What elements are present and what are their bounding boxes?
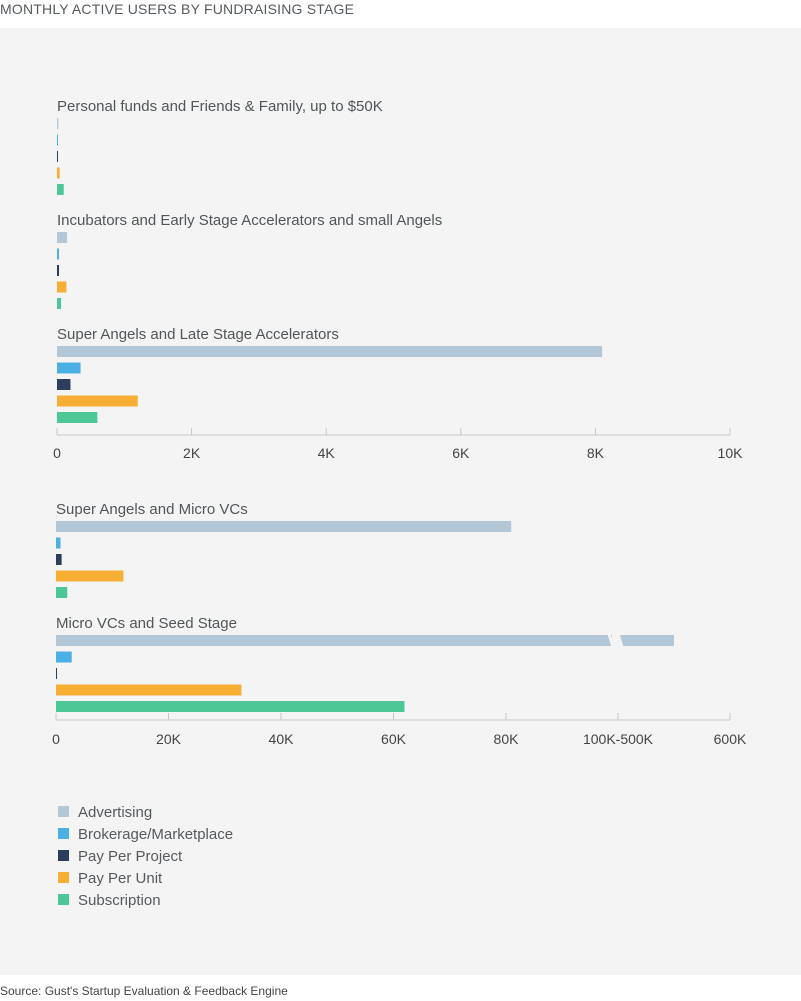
x-tick-label: 2K (183, 445, 201, 461)
legend-swatch (58, 806, 69, 817)
bar-pay-per-unit (56, 570, 124, 582)
x-tick-label: 4K (318, 445, 336, 461)
legend-swatch (58, 828, 69, 839)
x-tick-label: 80K (494, 731, 520, 747)
bar-advertising (57, 232, 68, 243)
bar-pay-per-project (57, 265, 60, 276)
group-label: Personal funds and Friends & Family, up … (57, 98, 383, 115)
chart-panel (0, 28, 801, 975)
axis-break-mark (616, 633, 624, 648)
x-tick-label: 0 (53, 445, 61, 461)
bar-pay-per-project (57, 151, 58, 162)
group-label: Super Angels and Late Stage Accelerators (57, 326, 339, 343)
legend-label: Subscription (78, 892, 161, 909)
x-tick-label: 600K (714, 731, 747, 747)
bar-pay-per-unit (57, 167, 60, 179)
x-tick-label: 100K-500K (583, 731, 654, 747)
x-tick-label: 0 (52, 731, 60, 747)
source-note: Source: Gust's Startup Evaluation & Feed… (0, 984, 288, 998)
bar-advertising (57, 118, 59, 129)
x-tick-label: 8K (587, 445, 605, 461)
x-tick-label: 6K (452, 445, 470, 461)
group-label: Incubators and Early Stage Accelerators … (57, 212, 442, 229)
group-label: Micro VCs and Seed Stage (56, 615, 237, 632)
bar-brokerage-marketplace (57, 362, 81, 374)
bar-advertising (56, 635, 612, 646)
bar-pay-per-unit (57, 395, 138, 407)
bar-subscription (57, 412, 98, 423)
x-tick-label: 10K (718, 445, 744, 461)
bar-pay-per-project (56, 554, 62, 565)
legend-swatch (58, 894, 69, 905)
chart-title: MONTHLY ACTIVE USERS BY FUNDRAISING STAG… (0, 1, 355, 17)
group-label: Super Angels and Micro VCs (56, 501, 248, 518)
bar-pay-per-unit (56, 684, 242, 696)
bar-pay-per-project (57, 379, 71, 390)
bar-pay-per-unit (57, 281, 67, 293)
bar-advertising-after-break (620, 635, 674, 646)
bar-pay-per-project (56, 668, 57, 679)
bar-subscription (57, 184, 64, 195)
axis-break-mark (607, 633, 615, 648)
x-tick-label: 20K (156, 731, 182, 747)
legend-label: Advertising (78, 804, 152, 821)
legend-label: Pay Per Project (78, 848, 183, 865)
bar-brokerage-marketplace (57, 248, 60, 260)
x-tick-label: 40K (269, 731, 295, 747)
bar-subscription (56, 587, 68, 598)
bar-brokerage-marketplace (56, 651, 72, 663)
legend-swatch (58, 872, 69, 883)
legend-label: Brokerage/Marketplace (78, 826, 233, 843)
bar-brokerage-marketplace (56, 537, 61, 549)
bar-advertising (57, 346, 603, 357)
bar-subscription (56, 701, 405, 712)
x-tick-label: 60K (381, 731, 407, 747)
bar-advertising (56, 521, 512, 532)
legend-swatch (58, 850, 69, 861)
bar-subscription (57, 298, 62, 309)
bar-brokerage-marketplace (57, 134, 58, 146)
legend-label: Pay Per Unit (78, 870, 163, 887)
